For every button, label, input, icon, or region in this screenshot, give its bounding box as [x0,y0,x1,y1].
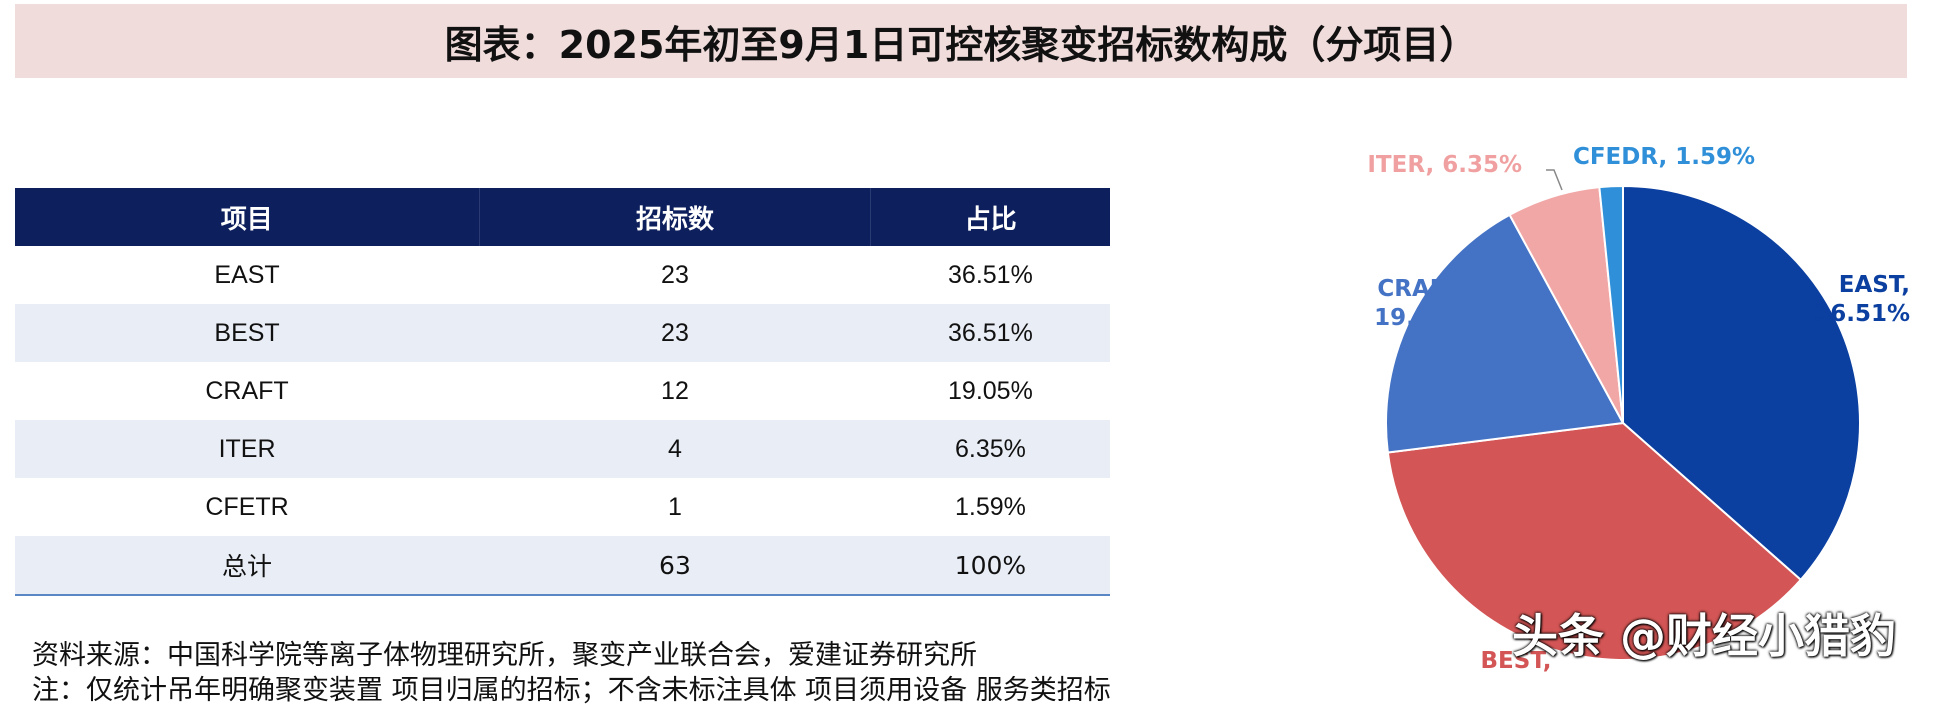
cell-share: 100% [870,536,1110,596]
header-share: 占比 [870,188,1110,246]
table-row: BEST 23 36.51% [15,304,1110,362]
pie-label-east: EAST, 36.51% [1814,272,1910,327]
table-row: CFETR 1 1.59% [15,478,1110,536]
table-row: CRAFT 12 19.05% [15,362,1110,420]
cell-count: 4 [479,420,871,478]
watermark: 头条 @财经小猎豹 [1512,609,1897,663]
iter-leader-line [1546,169,1563,191]
title-banner: 图表：2025年初至9月1日可控核聚变招标数构成（分项目） [15,4,1907,78]
pie-slice-cfedr [1598,184,1624,424]
table-total-row: 总计 63 100% [15,536,1110,596]
cell-share: 6.35% [870,420,1110,478]
pie-slice-east [1622,184,1861,582]
cell-project: ITER [15,420,480,478]
chart-title: 图表：2025年初至9月1日可控核聚变招标数构成（分项目） [444,22,1478,67]
cell-count: 12 [661,376,689,405]
cell-share: 1.59% [954,492,1026,521]
cell-count: 63 [479,536,871,596]
footnote: 注：仅统计吊年明确聚变装置 项目归属的招标；不含未标注具体 项目须用设备 服务类… [32,675,1111,706]
cell-share: 36.51% [948,260,1033,289]
source-note: 资料来源：中国科学院等离子体物理研究所，聚变产业联合会，爱建证券研究所 [32,640,977,671]
bid-table: 项目 招标数 占比 EAST 23 36.51% BEST 23 36.51% … [15,188,1110,596]
cell-project: BEST [15,304,480,362]
table-header-row: 项目 招标数 占比 [15,188,1110,246]
pie-slice-best [1386,421,1803,661]
header-project: 项目 [15,188,480,246]
cell-count: 23 [661,260,689,289]
cell-share: 36.51% [870,304,1110,362]
pie-label-best: BEST, [1481,648,1552,674]
pie-slice-craft [1385,213,1625,454]
cell-project: EAST [214,260,280,289]
cell-project: CRAFT [205,376,289,405]
pie-label-cfedr: CFEDR, 1.59% [1573,144,1755,170]
table-row: ITER 4 6.35% [15,420,1110,478]
header-count: 招标数 [479,188,872,246]
cell-project: CFETR [205,492,289,521]
cell-project: 总计 [15,536,480,596]
table-row: EAST 23 36.51% [15,246,1110,304]
cell-count: 23 [479,304,871,362]
cell-share: 19.05% [948,376,1033,405]
pie-label-iter: ITER, 6.35% [1367,152,1522,178]
pie-label-craft: CRAFT, 19.05% [1374,276,1470,331]
cell-count: 1 [668,492,682,521]
pie-chart: EAST, 36.51% BEST, CRAFT, 19.05% ITER, 6.35% C… [1367,144,1910,674]
